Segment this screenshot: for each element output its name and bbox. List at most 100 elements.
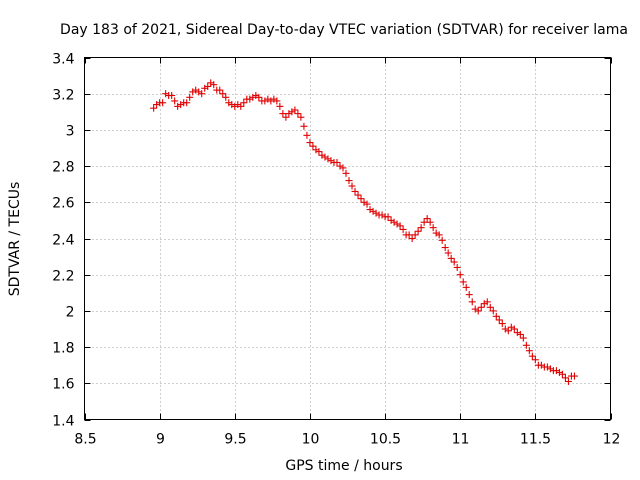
data-point (186, 93, 194, 101)
y-tick-label: 2.8 (52, 160, 74, 176)
y-tick-label: 2.2 (52, 269, 74, 285)
x-tick-label: 11 (452, 432, 470, 448)
data-point (561, 374, 569, 382)
data-point (468, 298, 476, 306)
data-point (498, 320, 506, 328)
plot-frame (84, 57, 611, 420)
chart-title: Day 183 of 2021, Sidereal Day-to-day VTE… (60, 22, 628, 38)
data-point (348, 182, 356, 190)
data-point (450, 258, 458, 266)
data-point (495, 316, 503, 324)
data-point (240, 99, 248, 107)
data-point (294, 110, 302, 118)
data-point (168, 92, 176, 100)
data-point (522, 341, 530, 349)
data-point (171, 97, 179, 105)
data-point (423, 215, 431, 223)
data-point (459, 278, 467, 286)
data-point (474, 307, 482, 315)
data-point (429, 224, 437, 232)
data-point (300, 122, 308, 130)
data-point (483, 298, 491, 306)
y-tick-label: 1.6 (52, 377, 74, 393)
data-point (279, 110, 287, 118)
y-tick-label: 1.4 (52, 414, 74, 430)
data-point (216, 86, 224, 94)
y-tick-label: 2 (66, 305, 75, 321)
data-point (255, 93, 263, 101)
data-point (339, 164, 347, 172)
y-tick-label: 2.6 (52, 196, 74, 212)
data-point (315, 148, 323, 156)
data-point (345, 177, 353, 185)
data-point (399, 225, 407, 233)
y-tick-label: 1.8 (52, 341, 74, 357)
data-point (297, 113, 305, 121)
data-point (420, 218, 428, 226)
data-point (354, 191, 362, 199)
data-point (444, 249, 452, 257)
x-tick-label: 12 (603, 432, 621, 448)
x-tick-label: 11.5 (520, 432, 551, 448)
x-axis-label: GPS time / hours (285, 458, 402, 474)
data-point (492, 312, 500, 320)
data-point (210, 81, 218, 89)
data-point (333, 158, 341, 166)
data-point (282, 113, 290, 121)
data-point (363, 200, 371, 208)
data-point (531, 356, 539, 364)
data-point (570, 372, 578, 380)
data-point (462, 283, 470, 291)
data-point (198, 90, 206, 98)
y-tick-label: 3.4 (52, 52, 74, 68)
data-point (441, 244, 449, 252)
grid-lines (84, 57, 611, 420)
data-point (438, 236, 446, 244)
data-point (276, 102, 284, 110)
data-point (435, 231, 443, 239)
data-point (237, 102, 245, 110)
data-point (417, 224, 425, 232)
data-point (447, 254, 455, 262)
data-point (351, 187, 359, 195)
data-point (342, 169, 350, 177)
data-point (486, 303, 494, 311)
data-point (396, 222, 404, 230)
y-tick-label: 3.2 (52, 88, 74, 104)
data-point (465, 291, 473, 299)
data-point (405, 231, 413, 239)
data-point (504, 327, 512, 335)
x-tick-label: 9.5 (224, 432, 246, 448)
data-point (414, 227, 422, 235)
data-point (456, 271, 464, 279)
data-point (564, 377, 572, 385)
x-tick-label: 10 (302, 432, 320, 448)
x-tick-label: 8.5 (74, 432, 96, 448)
data-points (150, 79, 578, 385)
data-point (516, 330, 524, 338)
data-point (528, 352, 536, 360)
y-tick-label: 3 (66, 124, 75, 140)
x-tick-labels: 8.5 9 9.5 10 10.5 11 11.5 12 (74, 432, 620, 448)
data-point (183, 99, 191, 107)
data-point (426, 218, 434, 226)
data-point (309, 142, 317, 150)
data-point (219, 90, 227, 98)
data-point (306, 139, 314, 147)
data-point (525, 347, 533, 355)
x-tick-label: 10.5 (370, 432, 401, 448)
data-point (519, 334, 527, 342)
data-point (303, 131, 311, 139)
data-point (408, 235, 416, 242)
data-point (150, 104, 158, 112)
y-tick-label: 2.4 (52, 233, 74, 249)
data-point (510, 325, 518, 333)
axis-ticks (84, 57, 612, 421)
y-tick-labels: 1.4 1.6 1.8 2 2.2 2.4 2.6 2.8 3 3.2 3.4 (52, 52, 74, 430)
data-point (222, 93, 230, 101)
data-point (489, 307, 497, 315)
data-point (384, 213, 392, 221)
data-point (159, 99, 167, 107)
data-point (411, 231, 419, 239)
